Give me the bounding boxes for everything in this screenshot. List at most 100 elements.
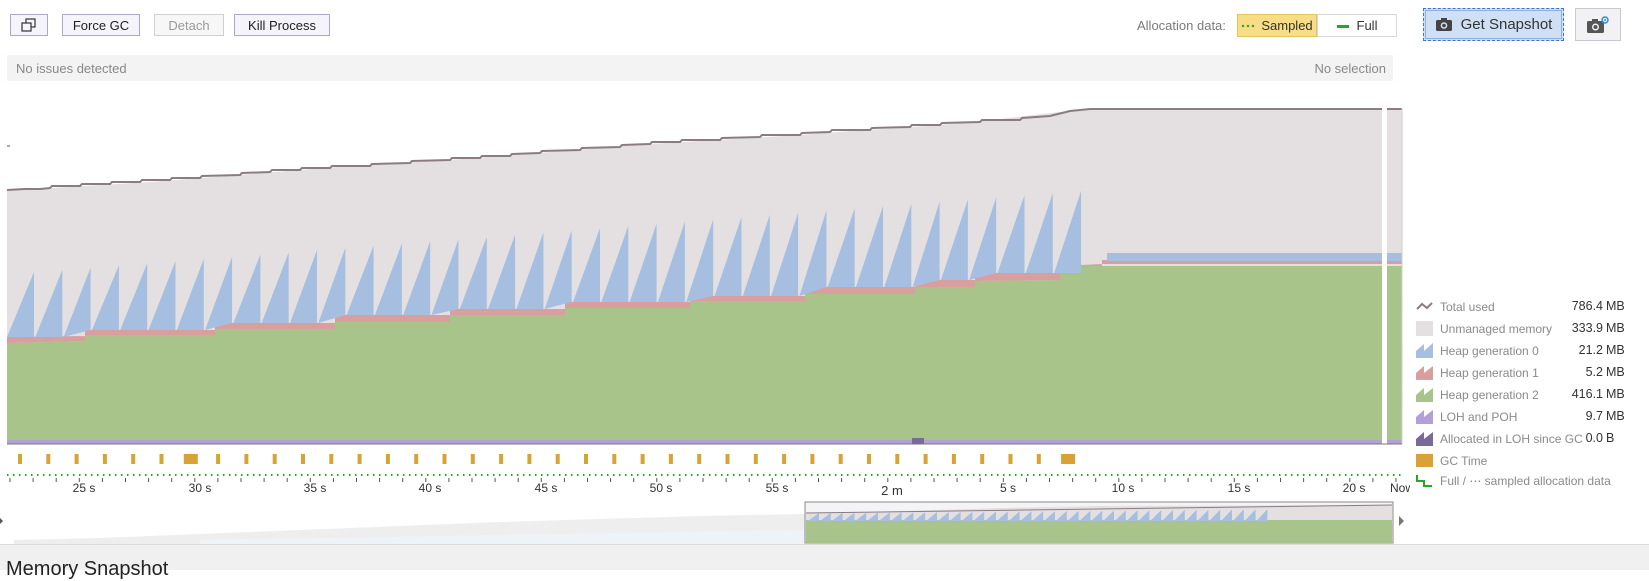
- legend-label: Heap generation 1: [1440, 366, 1539, 380]
- legend-unit: MB: [1606, 387, 1625, 401]
- gc-marker: [867, 454, 871, 464]
- overview-gen0-tooth: [902, 512, 914, 521]
- legend-gen0: Heap generation 0 21.2 MB: [1412, 341, 1647, 361]
- gc-marker: [470, 454, 475, 464]
- gen0-sawtooth: [7, 272, 34, 337]
- gen0-sawtooth: [686, 219, 714, 302]
- overview-gen0-tooth: [1126, 510, 1138, 521]
- gc-marker: [697, 454, 702, 464]
- gc-marker: [385, 454, 390, 464]
- scroll-right-arrow[interactable]: [1399, 516, 1404, 526]
- overview-gen0-tooth: [914, 512, 926, 521]
- gc-marker: [782, 454, 787, 464]
- gc-marker: [244, 454, 249, 464]
- loh-poh-band: [7, 440, 1402, 444]
- legend-unmanaged: Unmanaged memory 333.9 MB: [1412, 319, 1647, 339]
- tick-label: 35 s: [304, 481, 327, 495]
- overview-gen0-tooth: [831, 512, 843, 521]
- sampled-toggle[interactable]: Sampled: [1237, 14, 1317, 37]
- overview-gen0-tooth: [1162, 510, 1173, 521]
- gen0-sawtooth: [35, 269, 63, 337]
- gen0-sawtooth: [940, 199, 968, 280]
- legend-label: GC Time: [1440, 454, 1488, 468]
- overview-scroller[interactable]: [0, 501, 1410, 544]
- detach-button[interactable]: Detach: [154, 14, 224, 36]
- legend-value: 333.9: [1571, 321, 1603, 335]
- legend-value: 0.0: [1585, 431, 1603, 445]
- overview-gen0-tooth: [1173, 509, 1185, 521]
- allocation-data-label: Allocation data:: [1137, 18, 1226, 33]
- gc-marker: [725, 454, 730, 464]
- gen0-sawtooth: [1025, 192, 1053, 273]
- sampled-dots-icon: [1242, 24, 1255, 27]
- loh-since-gc-marker: [912, 438, 924, 444]
- overview-gen0-tooth: [1256, 509, 1268, 521]
- full-toggle[interactable]: Full: [1317, 14, 1397, 37]
- gc-marker: [1036, 454, 1041, 464]
- overview-history-gen: [200, 530, 805, 544]
- gc-marker: [442, 454, 447, 464]
- gc-marker: [753, 454, 758, 464]
- gc-marker: [272, 454, 277, 464]
- gen0-sawtooth: [516, 232, 544, 309]
- overview-gen0-tooth: [1209, 509, 1221, 521]
- gen0-sawtooth: [63, 267, 91, 337]
- overview-gen0-tooth: [1020, 511, 1032, 521]
- tick-label: 30 s: [189, 481, 212, 495]
- gc-time-markers: [18, 454, 1076, 464]
- overview-gen0-tooth: [949, 511, 961, 521]
- overview-gen0-tooth: [1067, 510, 1079, 521]
- legend-gc-time: GC Time: [1412, 451, 1647, 471]
- scroll-left-arrow[interactable]: [0, 518, 3, 524]
- overview-gen0-tooth: [855, 512, 867, 521]
- gen0-sawtooth: [176, 258, 204, 330]
- kill-process-button[interactable]: Kill Process: [234, 14, 330, 36]
- gen0-sawtooth: [261, 252, 289, 323]
- gc-marker: [668, 454, 673, 464]
- gen0-sawtooth: [120, 263, 148, 330]
- tick-label: 40 s: [419, 481, 442, 495]
- overview-gen0-tooth: [937, 511, 949, 521]
- gc-marker: [216, 454, 221, 464]
- heap-gen2-area: [7, 266, 1402, 444]
- force-gc-button[interactable]: Force GC: [62, 14, 140, 36]
- status-bar: No issues detected No selection: [7, 55, 1393, 81]
- restore-window-button[interactable]: [10, 14, 48, 36]
- total-used-line: [6, 108, 1402, 191]
- gen0-sawtooth: [969, 197, 997, 280]
- overview-gen0-tooth: [843, 512, 855, 521]
- overview-gen0-tooth: [867, 512, 878, 521]
- gen0-sawtooth: [318, 247, 346, 323]
- tick-label: Now: [1390, 481, 1410, 495]
- get-snapshot-button[interactable]: Get Snapshot: [1423, 8, 1564, 41]
- gc-marker: [584, 454, 588, 464]
- legend-gen1: Heap generation 1 5.2 MB: [1412, 363, 1647, 383]
- gen0-sawtooth: [997, 195, 1025, 273]
- legend-value: 5.2: [1585, 365, 1603, 379]
- time-axis-labels: 25 s 30 s 35 s 40 s 45 s 50 s 55 s 2 m 5…: [73, 481, 1410, 498]
- snapshot-settings-button[interactable]: [1575, 8, 1621, 41]
- gc-marker: [895, 454, 900, 464]
- legend-value: 786.4: [1571, 299, 1603, 313]
- overview-gen0-tooth: [1138, 510, 1150, 521]
- overview-gen0-tooth: [878, 512, 890, 521]
- legend-value: 9.7: [1585, 409, 1603, 423]
- overview-gen0-tooth: [808, 513, 819, 521]
- gen0-sawtooth: [148, 261, 176, 330]
- overview-gen0-tooth: [819, 512, 831, 521]
- memory-timeline-chart[interactable]: 25 s 30 s 35 s 40 s 45 s 50 s 55 s 2 m 5…: [0, 100, 1410, 544]
- legend-label: Heap generation 2: [1440, 388, 1539, 402]
- gen0-sawtooth: [714, 217, 742, 296]
- gc-marker: [183, 454, 198, 464]
- time-axis-ticks: [9, 478, 1397, 482]
- gc-marker: [74, 454, 79, 464]
- sampled-icon: [1416, 475, 1432, 487]
- legend-label: Heap generation 0: [1440, 344, 1539, 358]
- gen0-sawtooth: [488, 234, 516, 309]
- legend-unit: MB: [1606, 321, 1625, 335]
- gc-marker: [951, 454, 956, 464]
- gen0-sawtooth: [205, 256, 233, 330]
- get-snapshot-label: Get Snapshot: [1460, 16, 1553, 33]
- overview-gen0-tooth: [1091, 510, 1103, 521]
- legend-loh: LOH and POH 9.7 MB: [1412, 407, 1647, 427]
